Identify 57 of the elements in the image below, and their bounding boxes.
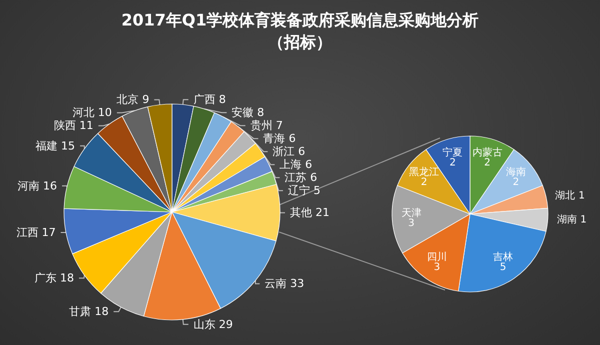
slice-label: 黑龙江: [409, 166, 440, 178]
data-label: 11: [79, 119, 94, 132]
slice-label: 河南: [18, 179, 40, 192]
slice-label: 福建: [36, 139, 58, 152]
data-label: 18: [60, 272, 74, 285]
slice-label: 湖北: [554, 190, 575, 202]
slice-label: 甘肃: [69, 305, 92, 318]
slice-label: 吉林: [493, 251, 514, 264]
data-label: 8: [257, 106, 264, 120]
slice-label: 安徽: [232, 106, 254, 120]
slice-label: 浙江: [272, 145, 295, 158]
slice-label: 青海: [263, 132, 286, 146]
data-label: 15: [61, 139, 76, 152]
slice-label: 宁夏: [442, 146, 463, 158]
slice-label: 云南: [264, 277, 287, 290]
slice-label: 江苏: [284, 171, 307, 184]
slice-label: 河北: [72, 106, 94, 120]
slice-label: 天津: [401, 206, 422, 219]
slice-label: 内蒙古: [472, 146, 502, 158]
slice-label: 山东: [193, 318, 216, 331]
data-label: 5: [313, 184, 320, 198]
data-label: 1: [580, 214, 587, 226]
data-label: 2: [484, 157, 491, 168]
data-label: 33: [290, 277, 304, 290]
slice-label: 贵州: [250, 119, 272, 132]
slice-label: 其他: [290, 206, 312, 220]
slice-label: 北京: [116, 93, 139, 106]
slice-label: 广东: [34, 272, 57, 285]
data-label: 6: [305, 158, 312, 172]
data-label: 8: [218, 93, 226, 106]
data-label: 3: [434, 262, 440, 274]
data-label: 7: [276, 119, 283, 132]
slice-label: 陕西: [54, 119, 76, 132]
data-label: 6: [298, 145, 306, 158]
data-label: 9: [142, 93, 150, 106]
data-label: 1: [578, 190, 585, 202]
data-label: 10: [98, 106, 112, 120]
data-label: 16: [43, 179, 58, 192]
data-label: 6: [310, 171, 318, 184]
data-label: 18: [94, 305, 109, 318]
slice-label: 江西: [16, 226, 38, 240]
data-label: 2: [512, 176, 520, 188]
data-label: 17: [42, 226, 56, 240]
data-label: 21: [315, 206, 330, 220]
slice-label: 上海: [280, 158, 302, 172]
data-label: 3: [408, 218, 415, 229]
chart-title: 2017年Q1学校体育装备政府采购信息采购地分析（招标）: [121, 10, 479, 52]
data-label: 29: [218, 318, 233, 331]
slice-label: 辽宁: [288, 184, 310, 198]
data-label: 5: [500, 262, 506, 274]
slice-label: 海南: [506, 166, 526, 178]
slice-label: 四川: [426, 251, 447, 264]
slice-label: 广西: [193, 93, 216, 106]
data-label: 2: [420, 176, 428, 188]
data-label: 6: [288, 132, 296, 146]
data-label: 2: [449, 157, 456, 168]
slice-label: 湖南: [556, 213, 577, 226]
